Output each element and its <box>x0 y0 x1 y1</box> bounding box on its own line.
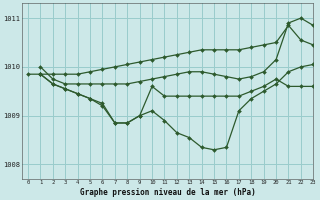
X-axis label: Graphe pression niveau de la mer (hPa): Graphe pression niveau de la mer (hPa) <box>80 188 255 197</box>
